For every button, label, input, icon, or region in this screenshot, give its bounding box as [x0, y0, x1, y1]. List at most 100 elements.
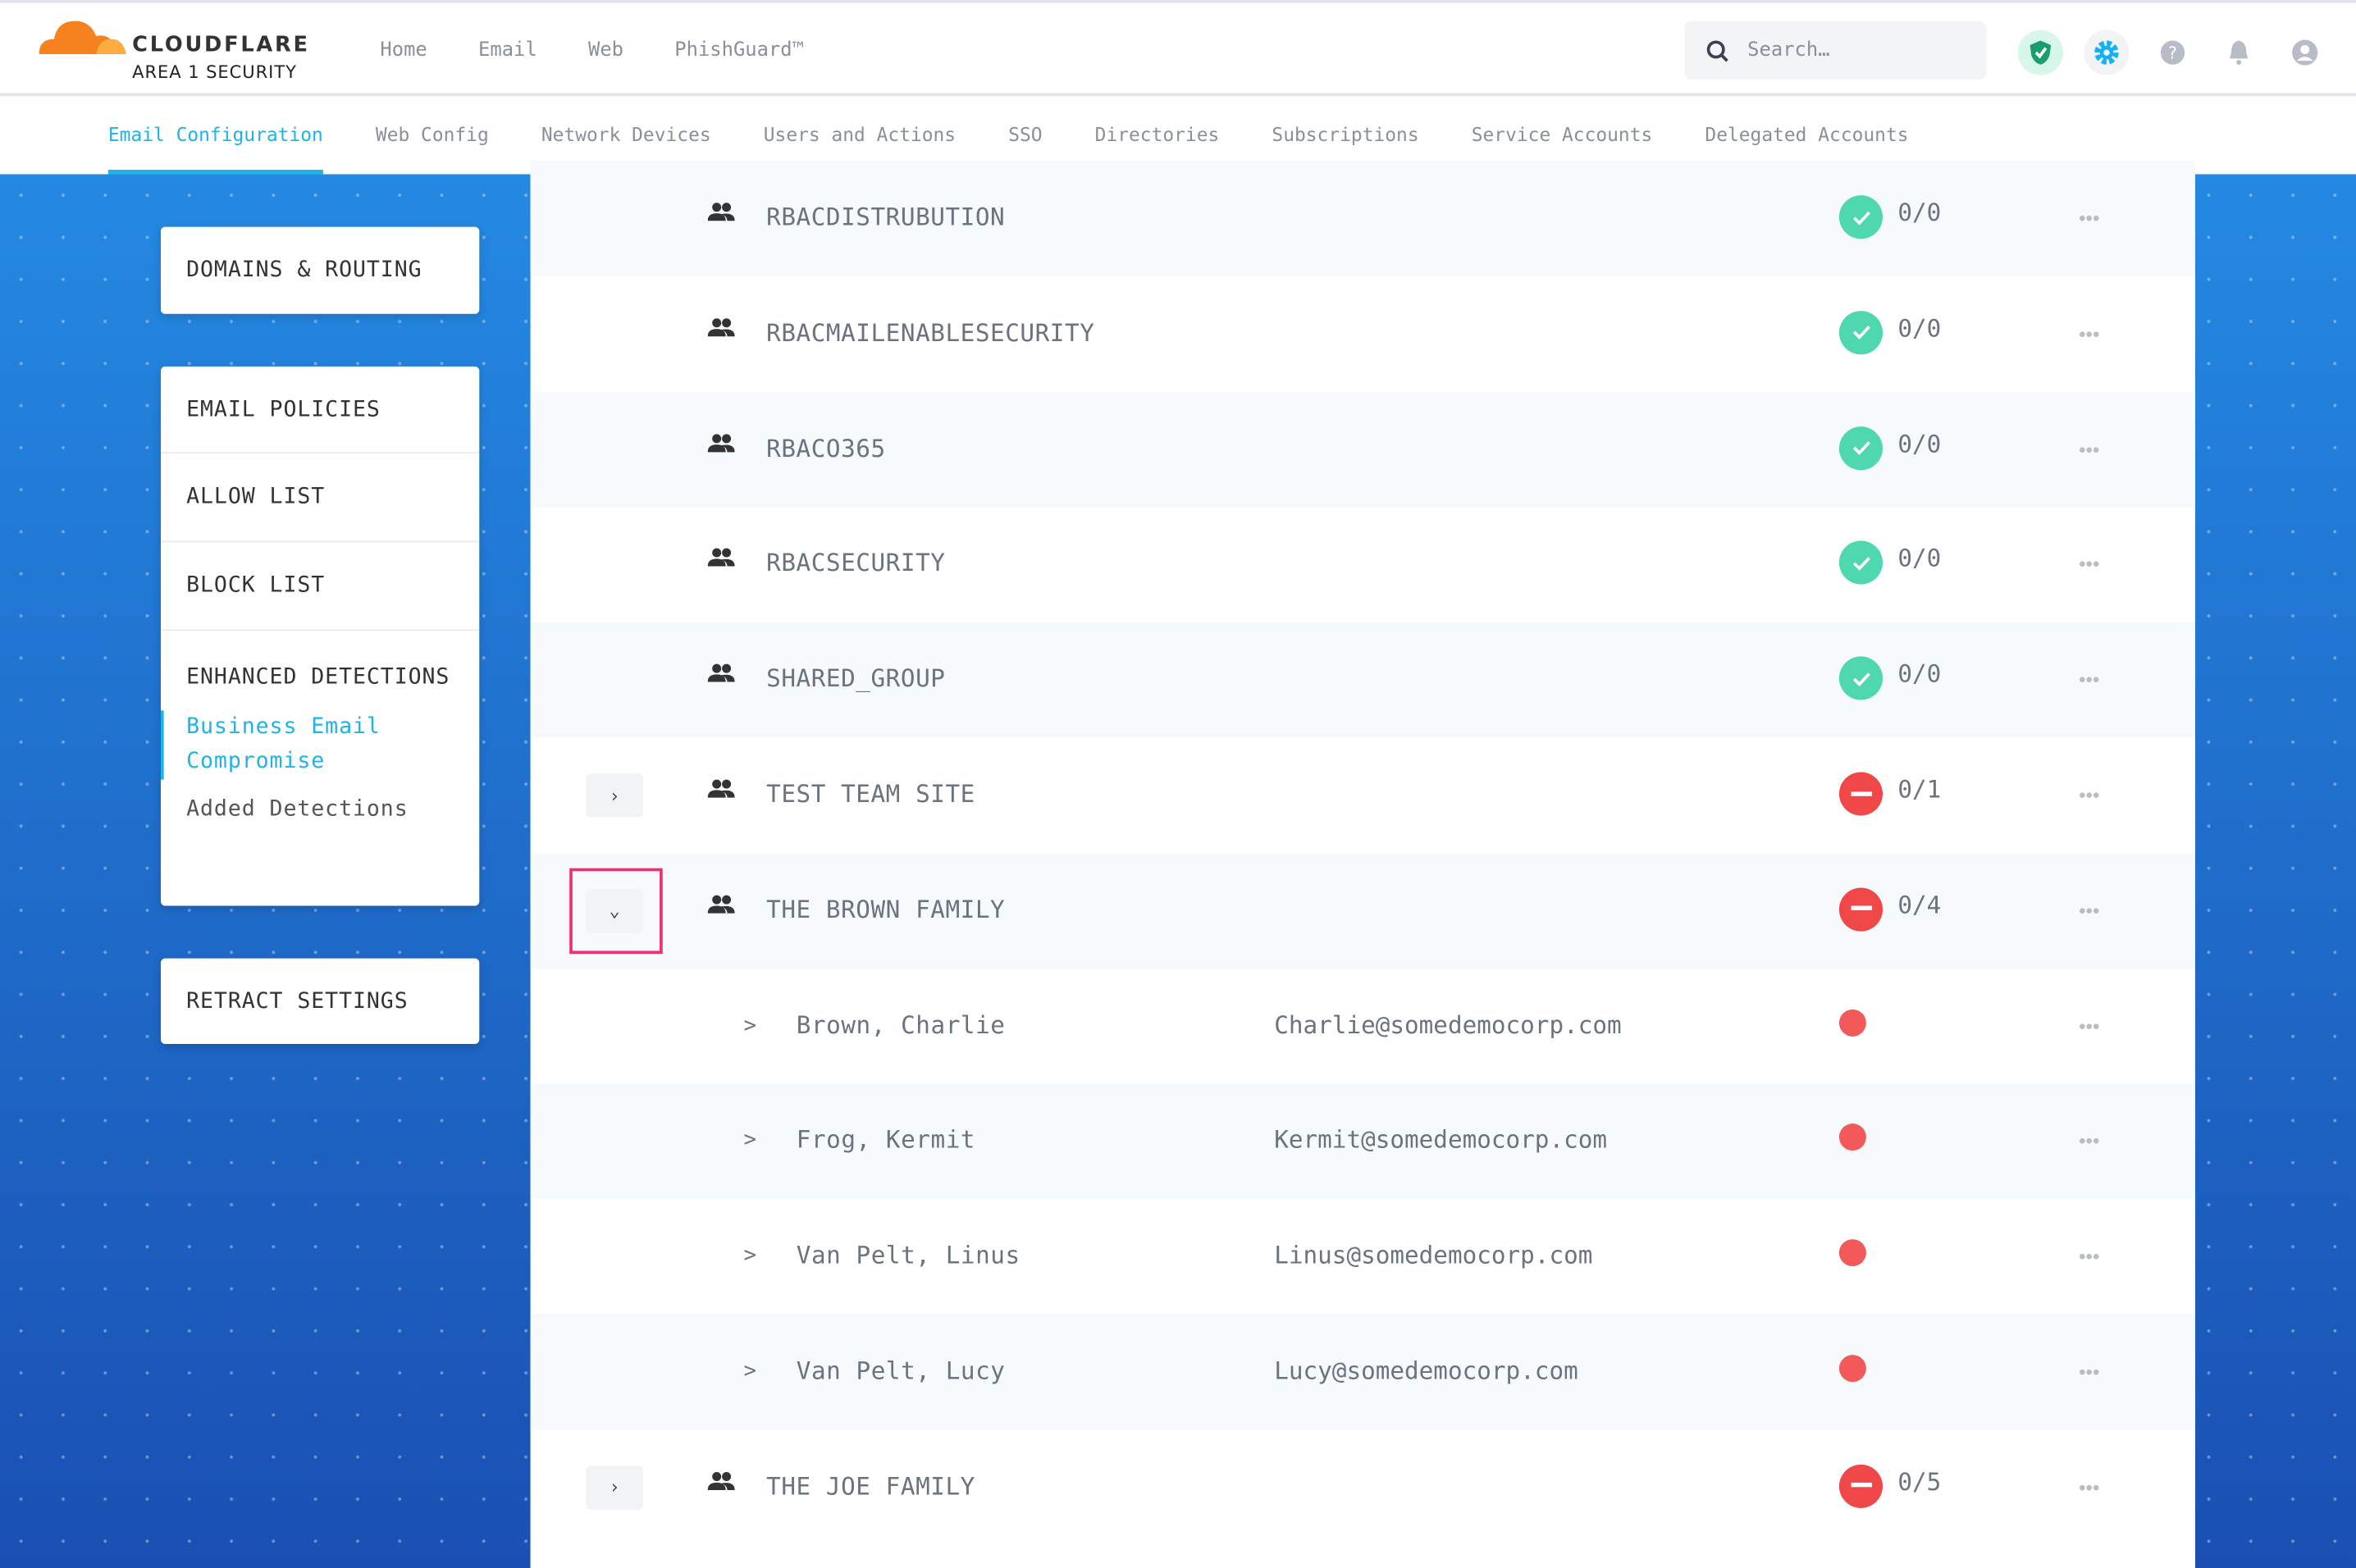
search-input[interactable]: Search…: [1684, 21, 1987, 80]
tab-delegated-accounts[interactable]: Delegated Accounts: [1705, 123, 1909, 146]
sidebar-item-allow-list[interactable]: ALLOW LIST: [160, 454, 480, 543]
sidebar-item-enhanced-detections[interactable]: ENHANCED DETECTIONS: [186, 665, 450, 690]
more-options-icon[interactable]: ●●●: [2079, 559, 2101, 570]
member-email: Kermit@somedemocorp.com: [1274, 1125, 1608, 1155]
expand-button[interactable]: ›: [586, 1465, 643, 1510]
brand-sub: AREA 1 SECURITY: [132, 62, 297, 83]
group-icon: [707, 777, 735, 805]
nav-home[interactable]: Home: [380, 39, 427, 62]
group-name: RBACMAILENABLESECURITY: [766, 317, 1095, 347]
group-row[interactable]: › THE JOE FAMILY 0/5 ●●●: [531, 1429, 2195, 1545]
group-row[interactable]: RBACO365 0/0 ●●●: [530, 391, 2196, 508]
status-error-icon: [1838, 772, 1883, 816]
more-options-icon[interactable]: ●●●: [2079, 1251, 2101, 1262]
tab-directories[interactable]: Directories: [1094, 123, 1220, 146]
search-placeholder: Search…: [1747, 39, 1830, 62]
cloudflare-logo[interactable]: CLOUDFLARE AREA 1 SECURITY: [36, 15, 308, 83]
nav-phishguard[interactable]: PhishGuard™: [674, 39, 804, 62]
member-email: Charlie@somedemocorp.com: [1274, 1010, 1622, 1039]
member-email: Lucy@somedemocorp.com: [1274, 1356, 1578, 1385]
member-row[interactable]: > Brown, Charlie Charlie@somedemocorp.com ●…: [531, 969, 2195, 1084]
more-options-icon[interactable]: ●●●: [2079, 905, 2101, 916]
sidebar-card-domains: DOMAINS & ROUTING: [160, 226, 480, 314]
group-icon: [707, 315, 735, 344]
group-name: RBACO365: [766, 433, 886, 463]
sidebar-item-block-list[interactable]: BLOCK LIST: [160, 542, 480, 631]
sidebar-item-business-email-compromise[interactable]: Business Email Compromise: [160, 710, 479, 780]
member-row[interactable]: > Van Pelt, Lucy Lucy@somedemocorp.com ●●●: [530, 1314, 2196, 1430]
gear-icon[interactable]: [2084, 30, 2130, 75]
chevron-right-icon[interactable]: >: [743, 1013, 757, 1037]
top-nav: Home Email Web PhishGuard™: [380, 39, 804, 62]
tab-web-config[interactable]: Web Config: [375, 123, 489, 146]
cloud-logo-icon: [39, 21, 126, 54]
more-options-icon[interactable]: ●●●: [2079, 790, 2101, 801]
more-options-icon[interactable]: ●●●: [2079, 328, 2101, 340]
tab-sso[interactable]: SSO: [1008, 123, 1043, 146]
group-row[interactable]: RBACDISTRUBUTION 0/0 ●●●: [530, 160, 2196, 277]
tab-subscriptions[interactable]: Subscriptions: [1272, 123, 1419, 146]
nav-email[interactable]: Email: [478, 39, 537, 62]
group-icon: [707, 546, 735, 575]
user-icon[interactable]: [2282, 30, 2327, 75]
group-row[interactable]: RBACSECURITY 0/0 ●●●: [531, 507, 2195, 622]
group-row[interactable]: RBACMAILENABLESECURITY 0/0 ●●●: [531, 276, 2195, 392]
top-bar: CLOUDFLARE AREA 1 SECURITY Home Email We…: [0, 0, 2356, 97]
tab-users-and-actions[interactable]: Users and Actions: [763, 123, 957, 146]
member-row[interactable]: > Van Pelt, Linus Linus@somedemocorp.com ●●…: [531, 1199, 2195, 1315]
member-name: Van Pelt, Linus: [796, 1241, 1020, 1270]
chevron-right-icon[interactable]: >: [743, 1359, 757, 1383]
status-error-icon: [1838, 1124, 1866, 1151]
chevron-right-icon[interactable]: >: [743, 1128, 757, 1153]
group-name: THE BROWN FAMILY: [766, 895, 1006, 924]
collapse-button[interactable]: ⌄: [586, 888, 643, 933]
more-options-icon[interactable]: ●●●: [2079, 1366, 2101, 1378]
group-icon: [707, 431, 735, 459]
sidebar-card-retract: RETRACT SETTINGS: [160, 958, 480, 1044]
tab-service-accounts[interactable]: Service Accounts: [1471, 123, 1653, 146]
status-ok-icon: [1838, 426, 1883, 470]
tab-email-configuration[interactable]: Email Configuration: [107, 96, 323, 175]
status-ok-icon: [1838, 541, 1883, 586]
chevron-right-icon: ›: [609, 1477, 620, 1498]
more-options-icon[interactable]: ●●●: [2079, 213, 2101, 224]
group-name: RBACSECURITY: [766, 549, 946, 578]
shield-check-icon[interactable]: [2017, 30, 2063, 75]
group-row[interactable]: ⌄ THE BROWN FAMILY 0/4 ●●●: [530, 852, 2196, 969]
bell-icon[interactable]: [2217, 30, 2262, 75]
sidebar-item-domains-routing[interactable]: DOMAINS & ROUTING: [186, 258, 422, 283]
more-options-icon[interactable]: ●●●: [2079, 444, 2101, 455]
sync-count: 0/0: [1897, 544, 1942, 573]
group-row[interactable]: SHARED_GROUP 0/0 ●●●: [530, 622, 2196, 738]
chevron-right-icon[interactable]: >: [743, 1243, 757, 1269]
sync-count: 0/4: [1897, 890, 1942, 919]
group-name: RBACDISTRUBUTION: [766, 203, 1006, 232]
more-options-icon[interactable]: ●●●: [2079, 1020, 2101, 1032]
sidebar-item-added-detections[interactable]: Added Detections: [186, 797, 409, 822]
expand-button[interactable]: ›: [586, 773, 643, 818]
sidebar-item-retract-settings[interactable]: RETRACT SETTINGS: [186, 989, 409, 1014]
highlight-box: [569, 868, 663, 954]
status-ok-icon: [1838, 310, 1883, 354]
sidebar-item-email-policies[interactable]: EMAIL POLICIES: [160, 367, 480, 454]
help-icon[interactable]: ?: [2150, 30, 2195, 75]
svg-text:?: ?: [2168, 43, 2177, 62]
group-name: SHARED_GROUP: [766, 663, 946, 693]
status-error-icon: [1838, 887, 1883, 932]
sync-count: 0/0: [1897, 659, 1942, 689]
group-icon: [707, 1469, 735, 1497]
more-options-icon[interactable]: ●●●: [2079, 674, 2101, 686]
tab-network-devices[interactable]: Network Devices: [541, 123, 711, 146]
sync-count: 0/0: [1897, 429, 1942, 458]
more-options-icon[interactable]: ●●●: [2079, 1136, 2101, 1147]
member-name: Van Pelt, Lucy: [796, 1356, 1006, 1385]
nav-web[interactable]: Web: [587, 39, 624, 62]
group-icon: [707, 892, 735, 921]
sync-count: 0/5: [1897, 1467, 1942, 1496]
more-options-icon[interactable]: ●●●: [2079, 1482, 2101, 1493]
member-name: Frog, Kermit: [796, 1125, 976, 1155]
group-row[interactable]: › TEST TEAM SITE 0/1 ●●●: [531, 737, 2195, 853]
member-row[interactable]: > Frog, Kermit Kermit@somedemocorp.com ●●●: [530, 1083, 2196, 1200]
status-ok-icon: [1838, 656, 1883, 700]
member-name: Brown, Charlie: [796, 1010, 1006, 1039]
